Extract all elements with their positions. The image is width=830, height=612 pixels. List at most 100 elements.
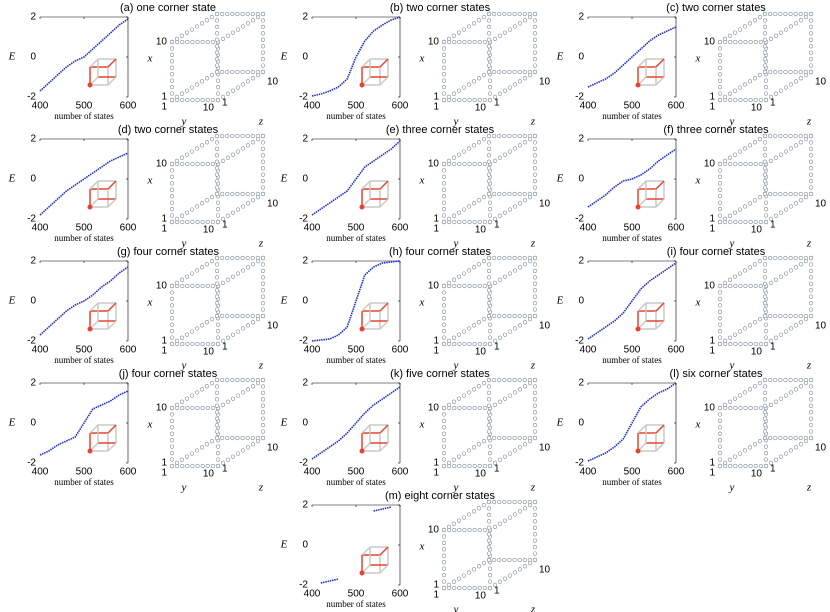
lattice-site [199, 79, 205, 84]
y-tick-label: 0 [30, 418, 36, 429]
lattice-site [522, 69, 527, 75]
lattice-site [738, 39, 743, 45]
lattice-site [260, 11, 266, 17]
lattice-site [507, 85, 513, 90]
lattice-site [788, 255, 793, 261]
lattice-site [169, 451, 175, 456]
lattice-site [808, 307, 814, 312]
lattice-site [497, 377, 502, 383]
lattice-site [762, 307, 768, 312]
lattice-site [486, 166, 492, 171]
lattice-site [532, 313, 538, 319]
lattice-site [753, 97, 758, 103]
lattice-site [532, 275, 538, 280]
lattice-site [466, 146, 472, 151]
lattice-site [517, 143, 523, 148]
lattice-site [466, 204, 472, 209]
lattice-site [260, 69, 266, 75]
lattice-site [235, 329, 241, 334]
lattice-site [220, 435, 225, 441]
lattice-site [486, 307, 492, 312]
lattice-site [517, 377, 522, 383]
lattice-site [486, 377, 492, 383]
lattice-site [476, 506, 482, 511]
lattice-site [737, 207, 743, 212]
lattice-site [486, 133, 492, 139]
lattice-site [803, 255, 808, 261]
lattice-site [517, 133, 522, 139]
y-tick-label: -2 [299, 336, 308, 347]
lattice-site [169, 181, 175, 186]
lattice-tick-label: 1 [494, 342, 500, 353]
lattice-site [808, 301, 814, 306]
lattice-site [507, 313, 512, 319]
lattice-site [788, 11, 793, 17]
lattice-site [441, 39, 447, 45]
lattice-site [532, 57, 538, 62]
lattice-site [742, 326, 748, 331]
lattice-site [717, 39, 723, 45]
lattice-site [214, 57, 220, 62]
lattice-site [214, 255, 220, 261]
lattice-site [783, 149, 789, 154]
lattice-site [194, 146, 200, 151]
lattice-site [762, 410, 768, 415]
lattice-site [486, 11, 492, 17]
y-tick-label: -2 [27, 458, 36, 469]
lattice-site [762, 262, 768, 267]
lattice-site [532, 166, 538, 171]
lattice-site [215, 85, 221, 90]
lattice-site [532, 384, 538, 389]
lattice-site [808, 185, 814, 190]
lattice-site [169, 213, 175, 218]
lattice-site [717, 168, 723, 173]
lattice-site [214, 423, 220, 428]
lattice-site [783, 393, 789, 398]
lattice-site [737, 27, 743, 32]
lattice-site [778, 191, 783, 197]
lattice-site [768, 377, 773, 383]
lattice-site [235, 393, 241, 398]
inset-cube-corner [635, 204, 641, 210]
lattice-site [808, 435, 814, 441]
lattice-tick-label: 1 [709, 458, 715, 469]
lattice-site [798, 313, 803, 319]
lattice-site [512, 82, 518, 87]
lattice-site [441, 72, 447, 77]
lattice-site [502, 255, 507, 261]
lattice-site [471, 79, 477, 84]
x-tick-label: 600 [120, 467, 137, 478]
lattice-site [798, 11, 803, 17]
lattice-site [194, 390, 200, 395]
lattice-site [763, 335, 769, 340]
lattice-site [798, 442, 804, 447]
lattice-site [778, 454, 784, 459]
lattice-site [527, 191, 532, 197]
lattice-site [502, 191, 507, 197]
lattice-site [717, 425, 723, 430]
lattice-site [214, 294, 220, 299]
lattice-site [225, 133, 230, 139]
lattice-site [492, 255, 497, 261]
lattice-tick-label: 1 [161, 346, 167, 357]
lattice-site [169, 91, 175, 96]
lattice-axis-label: y [453, 482, 459, 494]
lattice-site [768, 36, 774, 41]
y-tick-label: -2 [27, 92, 36, 103]
lattice-axis-label: z [530, 482, 536, 494]
lattice-site [783, 69, 788, 75]
lattice-site [461, 207, 467, 212]
lattice-site [492, 557, 497, 563]
lattice-site [727, 155, 733, 160]
lattice-site [517, 509, 523, 514]
lattice-site [532, 268, 538, 273]
lattice-site [798, 69, 803, 75]
lattice-site [486, 153, 492, 158]
energy-line [311, 140, 401, 216]
lattice-site [452, 527, 457, 533]
lattice-site [773, 11, 778, 17]
energy-line [39, 18, 129, 92]
lattice-site [788, 326, 794, 331]
lattice-site [733, 219, 738, 225]
